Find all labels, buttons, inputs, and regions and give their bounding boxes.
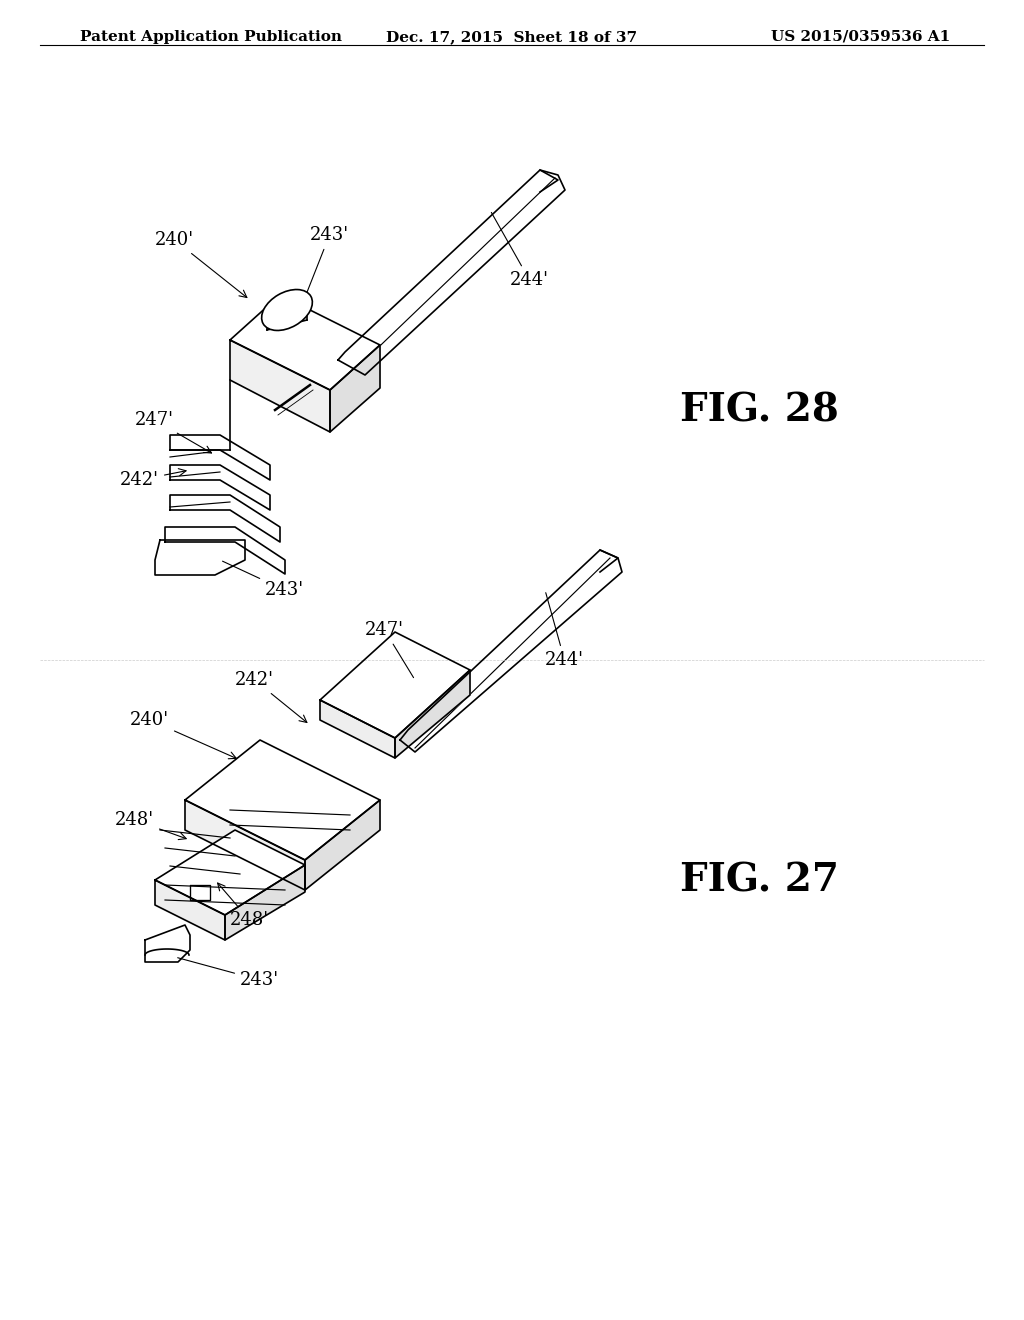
Polygon shape [395,671,470,758]
Polygon shape [400,550,622,752]
Polygon shape [170,495,280,543]
Text: 240': 240' [130,711,237,759]
Text: 247': 247' [365,620,414,677]
Polygon shape [145,925,190,962]
Text: 243': 243' [222,561,304,599]
Polygon shape [185,800,305,890]
Polygon shape [319,700,395,758]
Polygon shape [155,880,225,940]
Polygon shape [305,800,380,890]
Text: 247': 247' [135,411,212,453]
Text: 243': 243' [301,226,349,308]
Text: 248': 248' [218,883,269,929]
Polygon shape [225,865,305,940]
Text: 248': 248' [115,810,186,840]
Text: US 2015/0359536 A1: US 2015/0359536 A1 [771,30,950,44]
Text: 242': 242' [120,469,186,488]
Ellipse shape [261,289,312,330]
Text: FIG. 27: FIG. 27 [680,861,839,899]
Polygon shape [165,527,285,574]
Polygon shape [185,741,380,861]
Polygon shape [230,341,330,432]
Polygon shape [155,830,305,915]
Text: Patent Application Publication: Patent Application Publication [80,30,342,44]
Polygon shape [230,294,380,389]
Polygon shape [330,345,380,432]
Polygon shape [155,540,245,576]
Text: FIG. 28: FIG. 28 [680,391,839,429]
Text: 244': 244' [545,593,584,669]
Text: 242': 242' [234,671,307,722]
Text: 240': 240' [155,231,247,297]
Text: 243': 243' [178,958,280,989]
Text: Dec. 17, 2015  Sheet 18 of 37: Dec. 17, 2015 Sheet 18 of 37 [386,30,638,44]
Polygon shape [338,170,565,375]
Polygon shape [170,465,270,510]
Polygon shape [170,436,270,480]
Text: 244': 244' [492,213,549,289]
Polygon shape [319,632,470,738]
